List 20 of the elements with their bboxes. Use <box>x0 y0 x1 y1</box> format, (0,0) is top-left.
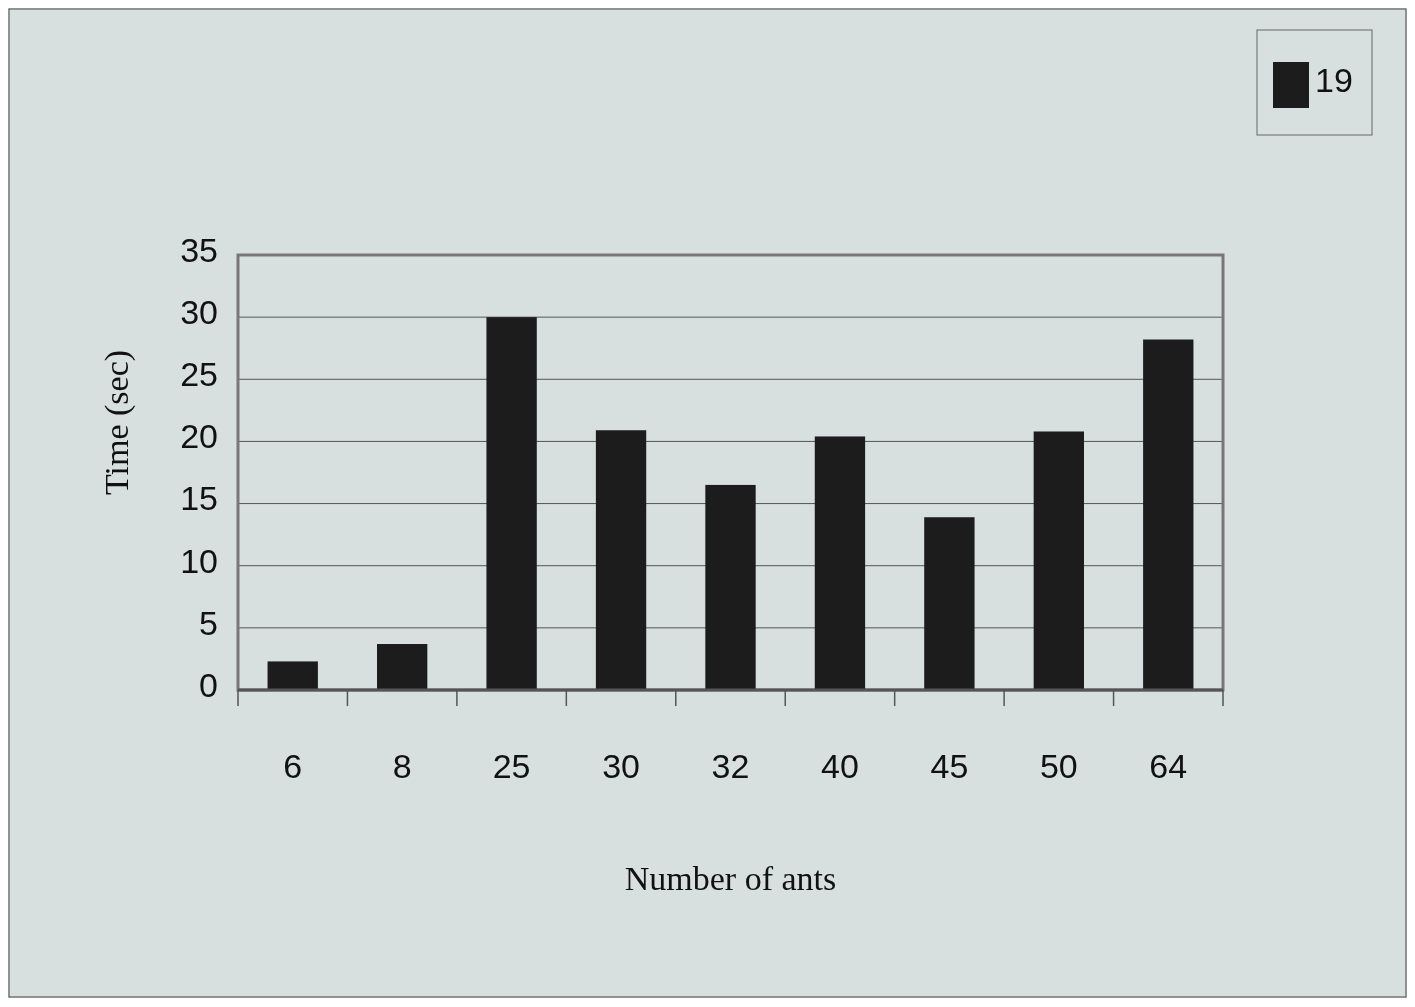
x-tick-label: 45 <box>930 747 969 785</box>
x-tick-label: 64 <box>1149 747 1188 785</box>
x-tick-label: 6 <box>283 747 303 785</box>
y-axis-title: Time (sec) <box>98 349 136 496</box>
y-tick-label: 0 <box>199 665 218 704</box>
x-tick-label: 8 <box>392 747 412 785</box>
legend-label: 19 <box>1315 61 1353 99</box>
x-tick-label: 50 <box>1039 747 1078 785</box>
y-tick-label: 20 <box>180 417 218 456</box>
y-tick-label: 5 <box>199 603 218 642</box>
y-tick-label: 25 <box>180 355 218 394</box>
x-tick-label: 30 <box>602 747 640 785</box>
y-tick-label: 10 <box>180 541 218 580</box>
x-tick-label: 25 <box>492 747 531 785</box>
x-tick-label: 40 <box>821 747 859 785</box>
x-axis-title: Number of ants <box>624 860 837 897</box>
x-tick-label: 32 <box>711 747 750 785</box>
y-tick-label: 30 <box>180 292 218 331</box>
y-tick-label: 35 <box>180 230 218 269</box>
y-tick-label: 15 <box>180 479 218 518</box>
